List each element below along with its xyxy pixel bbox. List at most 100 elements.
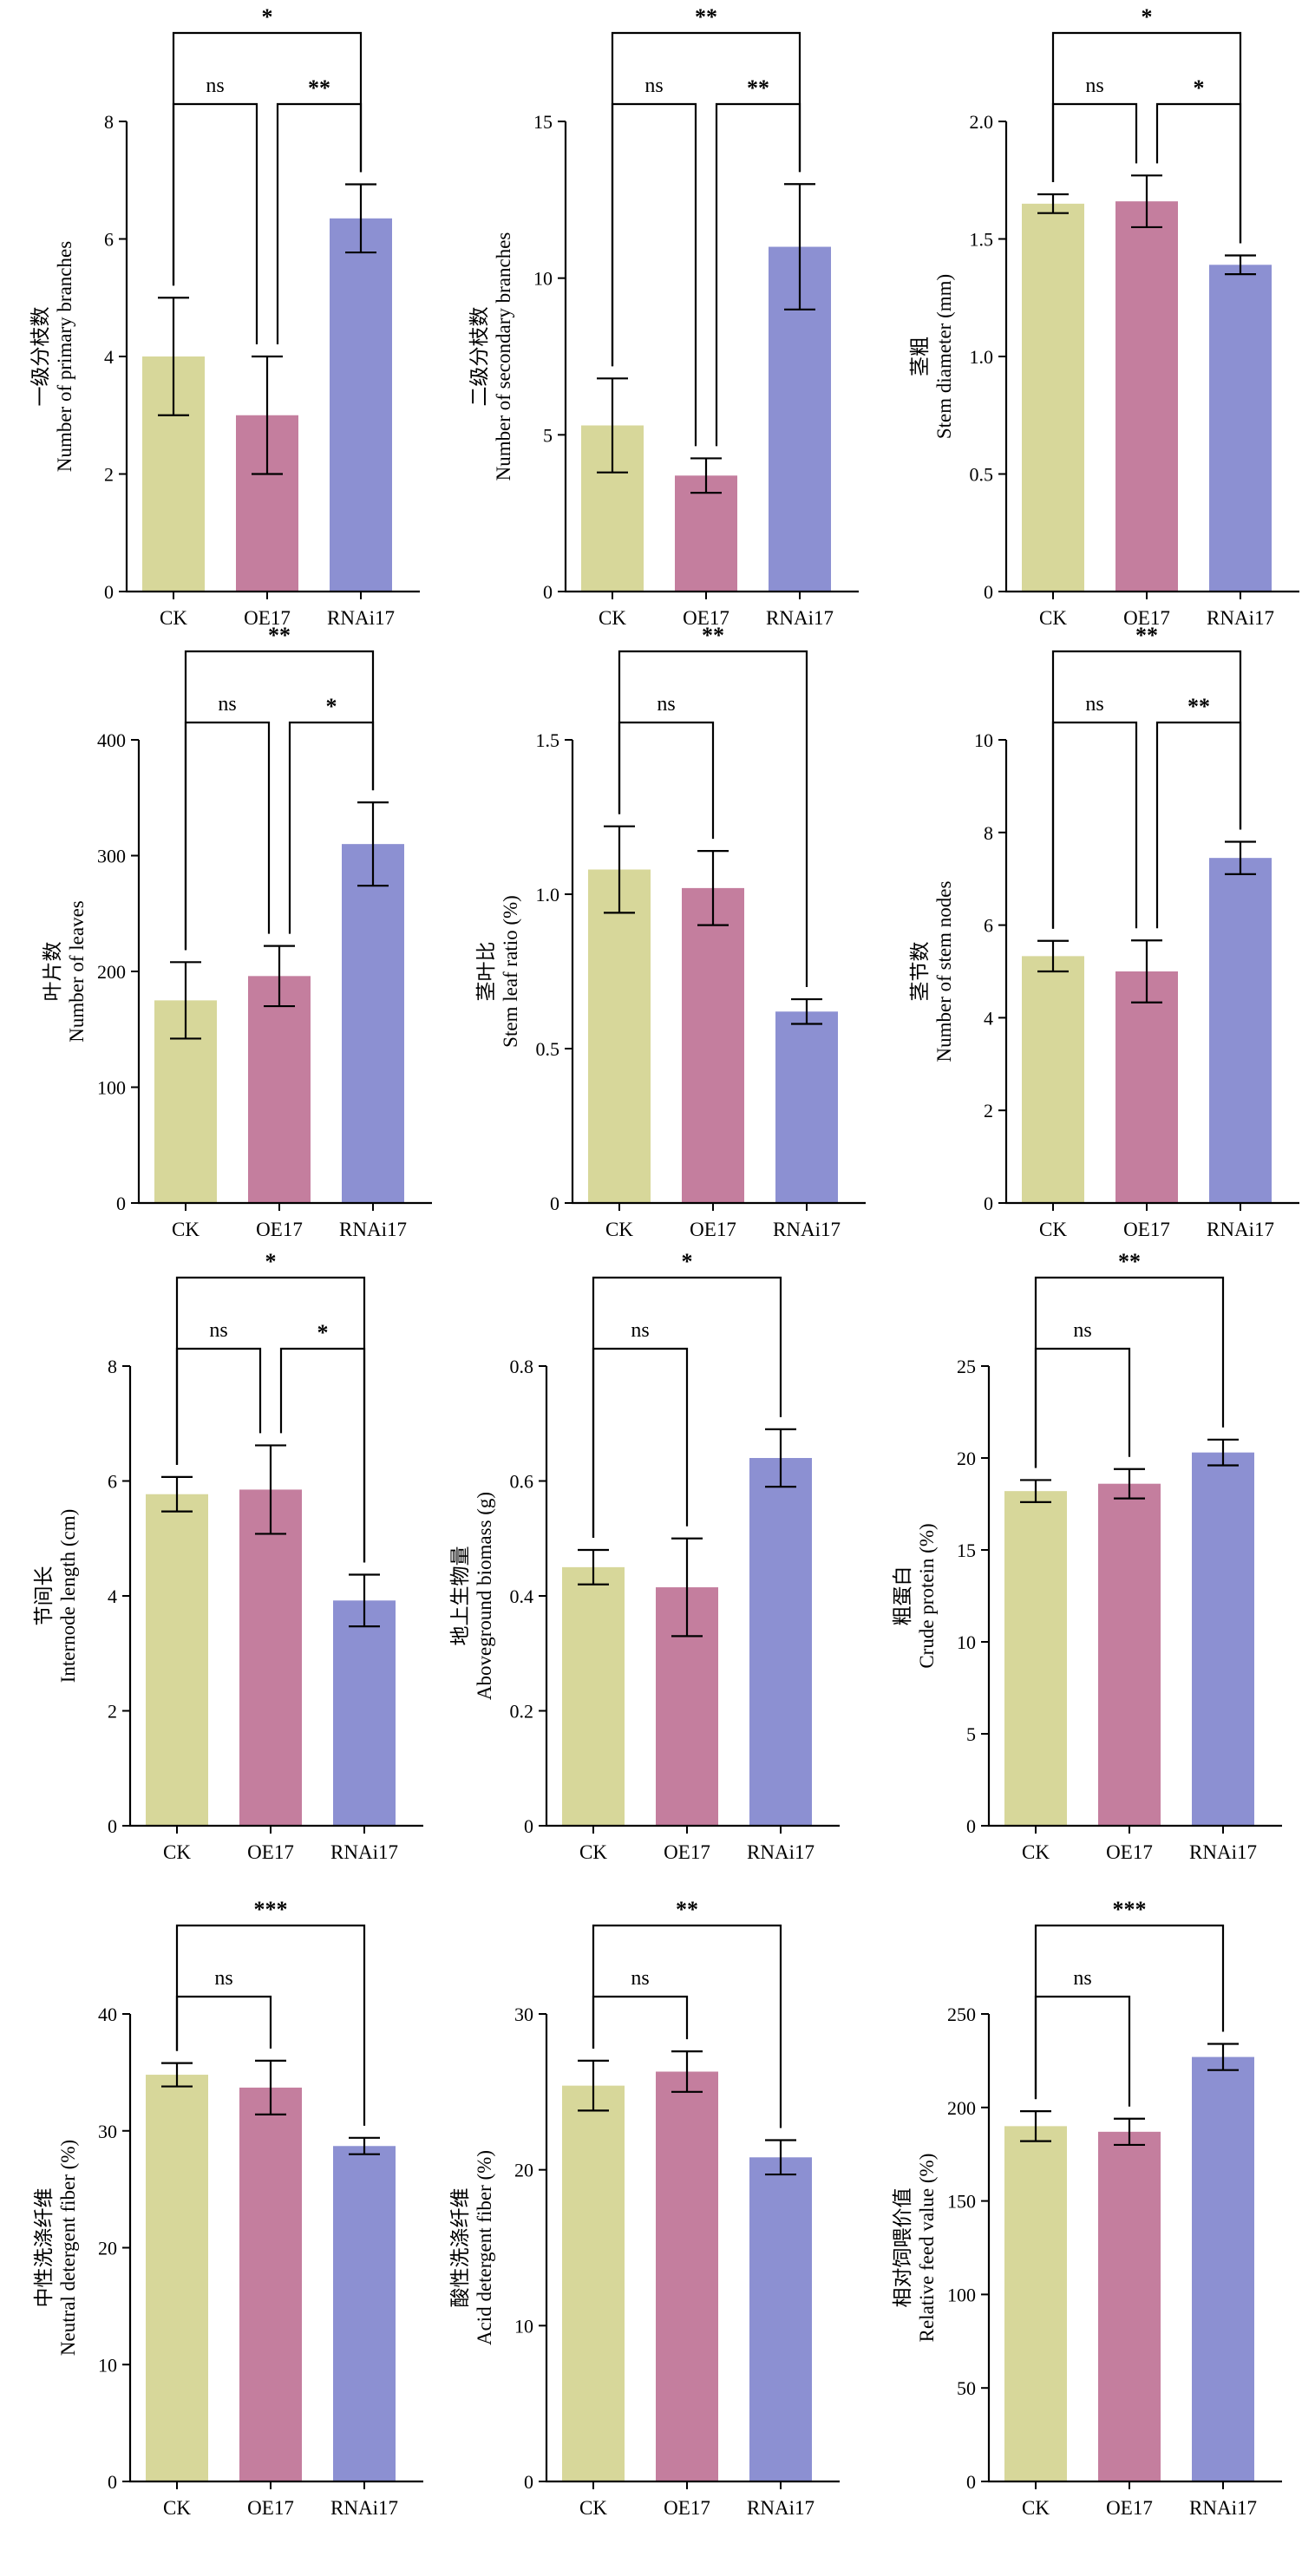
y-tick-label: 10 [957, 1631, 976, 1653]
y-axis-label-en: Acid detergent fiber (%) [474, 2150, 495, 2345]
chart-panel-1: 0 2 4 6 8 CK OE17 RNAi17 一级分枝数 Number of primary … [29, 4, 420, 629]
error-bar-rnai17 [765, 2139, 796, 2176]
significance-label: * [1194, 75, 1205, 101]
category-label-oe17: OE17 [244, 607, 291, 629]
bar-rnai17 [342, 844, 404, 1203]
significance-bracket-1: ns [1034, 1319, 1131, 1468]
y-tick-label: 5 [543, 424, 553, 446]
y-tick-label: 50 [957, 2377, 976, 2399]
y-tick-label: 0.8 [510, 1356, 534, 1377]
significance-label: ns [1085, 75, 1103, 97]
significance-label: ** [747, 75, 769, 101]
bar-oe17 [239, 2087, 302, 2481]
bar-rnai17 [1209, 858, 1272, 1203]
category-label-oe17: OE17 [1106, 2497, 1153, 2519]
error-bar-rnai17 [345, 183, 376, 254]
category-label-rnai17: RNAi17 [747, 2497, 815, 2519]
chart-panel-6: 0 2 4 6 8 10 CK OE17 RNAi17 茎节数 Number of stem nod… [909, 623, 1299, 1240]
significance-bracket-2: ** [592, 1897, 782, 2128]
significance-bracket-2: ** [618, 623, 808, 988]
error-bar-oe17 [1114, 2117, 1145, 2147]
category-label-rnai17: RNAi17 [330, 1841, 398, 1863]
y-tick-label: 0 [543, 581, 553, 603]
category-label-ck: CK [579, 2497, 607, 2519]
bar-rnai17 [330, 218, 392, 592]
y-tick-label: 8 [104, 111, 114, 133]
bar-oe17 [675, 475, 737, 592]
y-tick-label: 10 [533, 268, 553, 290]
y-tick-label: 300 [97, 846, 126, 867]
chart-panel-8: 0 0.2 0.4 0.6 0.8 CK OE17 RNAi17 地上生物量 Abovegroun… [449, 1249, 840, 1863]
error-bar-ck [597, 377, 628, 474]
error-bar-rnai17 [765, 1428, 796, 1488]
significance-bracket-2: * [592, 1249, 782, 1538]
y-tick-label: 25 [957, 1356, 976, 1377]
y-tick-label: 200 [947, 2097, 976, 2119]
chart-panel-12: 0 50 100 150 200 250 CK OE17 RNAi17 相对饲喂价值 Relativ… [892, 1897, 1282, 2519]
y-tick-label: 150 [947, 2191, 976, 2213]
y-tick-label: 1.5 [536, 729, 560, 751]
bar-ck [588, 869, 651, 1203]
y-tick-label: 0 [966, 2471, 976, 2493]
significance-bracket-1: ns [1051, 693, 1138, 929]
significance-label: ns [209, 1319, 227, 1342]
significance-label: * [317, 1320, 329, 1345]
y-tick-label: 200 [97, 961, 126, 983]
error-bar-rnai17 [784, 183, 815, 311]
y-tick-label: 6 [984, 915, 993, 937]
category-label-oe17: OE17 [1123, 607, 1170, 629]
significance-label: * [262, 4, 273, 29]
y-axis-label-en: Internode length (cm) [57, 1509, 79, 1684]
category-label-ck: CK [1022, 2497, 1050, 2519]
error-bar-oe17 [255, 2059, 286, 2115]
significance-bracket-1: ns [611, 75, 697, 447]
bar-rnai17 [749, 1458, 812, 1826]
y-axis-label-cn: 地上生物量 [449, 1546, 471, 1646]
y-tick-label: 30 [514, 2004, 533, 2025]
y-tick-label: 400 [97, 729, 126, 751]
y-axis-label-en: Neutral detergent fiber (%) [57, 2140, 79, 2356]
category-label-oe17: OE17 [247, 2497, 294, 2519]
error-bar-oe17 [1114, 1468, 1145, 1500]
y-axis-label-cn: 叶片数 [42, 942, 63, 1002]
y-axis-label-cn: 相对饲喂价值 [892, 2188, 913, 2308]
error-bar-rnai17 [349, 1573, 380, 1628]
y-tick-label: 2 [108, 1701, 117, 1723]
bar-oe17 [248, 976, 311, 1203]
y-tick-label: 4 [984, 1007, 993, 1029]
y-axis-label-en: Aboveground biomass (g) [474, 1492, 495, 1700]
y-tick-label: 0.5 [536, 1038, 560, 1060]
significance-label: ** [1135, 623, 1158, 648]
y-tick-label: 4 [108, 1585, 117, 1607]
chart-panel-3: 0 0.5 1.0 1.5 2.0 CK OE17 RNAi17 茎粗 Stem diameter… [909, 4, 1299, 629]
y-tick-label: 2 [984, 1100, 993, 1121]
y-tick-label: 1.0 [536, 884, 560, 906]
category-label-rnai17: RNAi17 [1189, 2497, 1257, 2519]
significance-bracket-3: ** [184, 623, 375, 951]
significance-bracket-1: ns [592, 1967, 689, 2049]
bar-ck [562, 1566, 625, 1826]
category-label-oe17: OE17 [1106, 1841, 1153, 1863]
error-bar-rnai17 [1225, 254, 1256, 276]
y-tick-label: 0 [550, 1193, 559, 1214]
error-bar-oe17 [252, 355, 283, 475]
y-tick-label: 20 [514, 2160, 533, 2181]
category-label-ck: CK [172, 1219, 200, 1240]
y-axis-label-cn: 二级分枝数 [468, 307, 490, 407]
category-label-rnai17: RNAi17 [773, 1219, 841, 1240]
y-tick-label: 40 [98, 2004, 117, 2025]
significance-label: ns [206, 75, 224, 97]
significance-label: ** [1118, 1249, 1141, 1274]
significance-label: ns [1073, 1967, 1091, 1990]
significance-label: ** [308, 75, 330, 101]
y-tick-label: 6 [108, 1471, 117, 1493]
y-tick-label: 8 [984, 822, 993, 844]
significance-bracket-1: ns [175, 1319, 262, 1465]
chart-panel-4: 0 100 200 300 400 CK OE17 RNAi17 叶片数 Number of le… [42, 623, 432, 1240]
error-bar-rnai17 [349, 2136, 380, 2155]
y-axis-label-en: Number of stem nodes [933, 881, 955, 1062]
error-bar-ck [158, 297, 189, 416]
significance-label: ns [644, 75, 663, 97]
y-tick-label: 30 [98, 2121, 117, 2142]
error-bar-rnai17 [791, 997, 822, 1025]
